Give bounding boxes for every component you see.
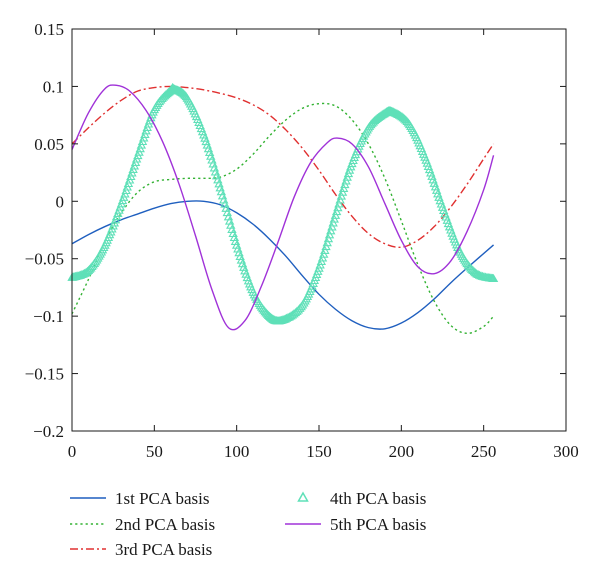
y-tick-label: 0.1 xyxy=(43,77,64,96)
x-tick-label: 100 xyxy=(224,442,250,461)
legend-item-2nd-pca-basis: 2nd PCA basis xyxy=(70,515,215,534)
x-tick-label: 200 xyxy=(389,442,415,461)
legend-label: 1st PCA basis xyxy=(115,489,209,508)
legend-label: 2nd PCA basis xyxy=(115,515,215,534)
x-tick-label: 150 xyxy=(306,442,332,461)
y-tick-label: 0 xyxy=(56,192,65,211)
y-tick-label: −0.15 xyxy=(25,365,64,384)
y-tick-label: −0.2 xyxy=(33,422,64,441)
y-tick-label: 0.05 xyxy=(34,135,64,154)
legend-item-3rd-pca-basis: 3rd PCA basis xyxy=(70,540,212,559)
x-tick-label: 0 xyxy=(68,442,77,461)
y-tick-label: 0.15 xyxy=(34,20,64,39)
pca-basis-chart: 0 50 100 150 200 250 300 0.15 0.1 0.05 0 −0.05 −0.1 −… xyxy=(0,0,600,581)
series-line-1st-pca-basis xyxy=(72,201,494,329)
legend: 1st PCA basis 2nd PCA basis 3rd PCA basis 4… xyxy=(70,489,426,559)
x-tick-label: 50 xyxy=(146,442,163,461)
series-line-5th-pca-basis xyxy=(72,85,494,330)
series-line-2nd-pca-basis xyxy=(72,103,494,333)
plot-frame xyxy=(72,29,566,431)
legend-label: 3rd PCA basis xyxy=(115,540,212,559)
x-tick-label: 300 xyxy=(553,442,579,461)
x-tick-label: 250 xyxy=(471,442,497,461)
legend-item-4th-pca-basis: 4th PCA basis xyxy=(299,489,427,508)
legend-label: 4th PCA basis xyxy=(330,489,426,508)
series-4th-pca-basis xyxy=(68,84,497,323)
plot-curves xyxy=(68,84,497,333)
y-tick-label: −0.05 xyxy=(25,250,64,269)
legend-swatch-icon xyxy=(299,493,308,501)
legend-item-1st-pca-basis: 1st PCA basis xyxy=(70,489,209,508)
legend-label: 5th PCA basis xyxy=(330,515,426,534)
y-tick-label: −0.1 xyxy=(33,307,64,326)
legend-item-5th-pca-basis: 5th PCA basis xyxy=(285,515,426,534)
